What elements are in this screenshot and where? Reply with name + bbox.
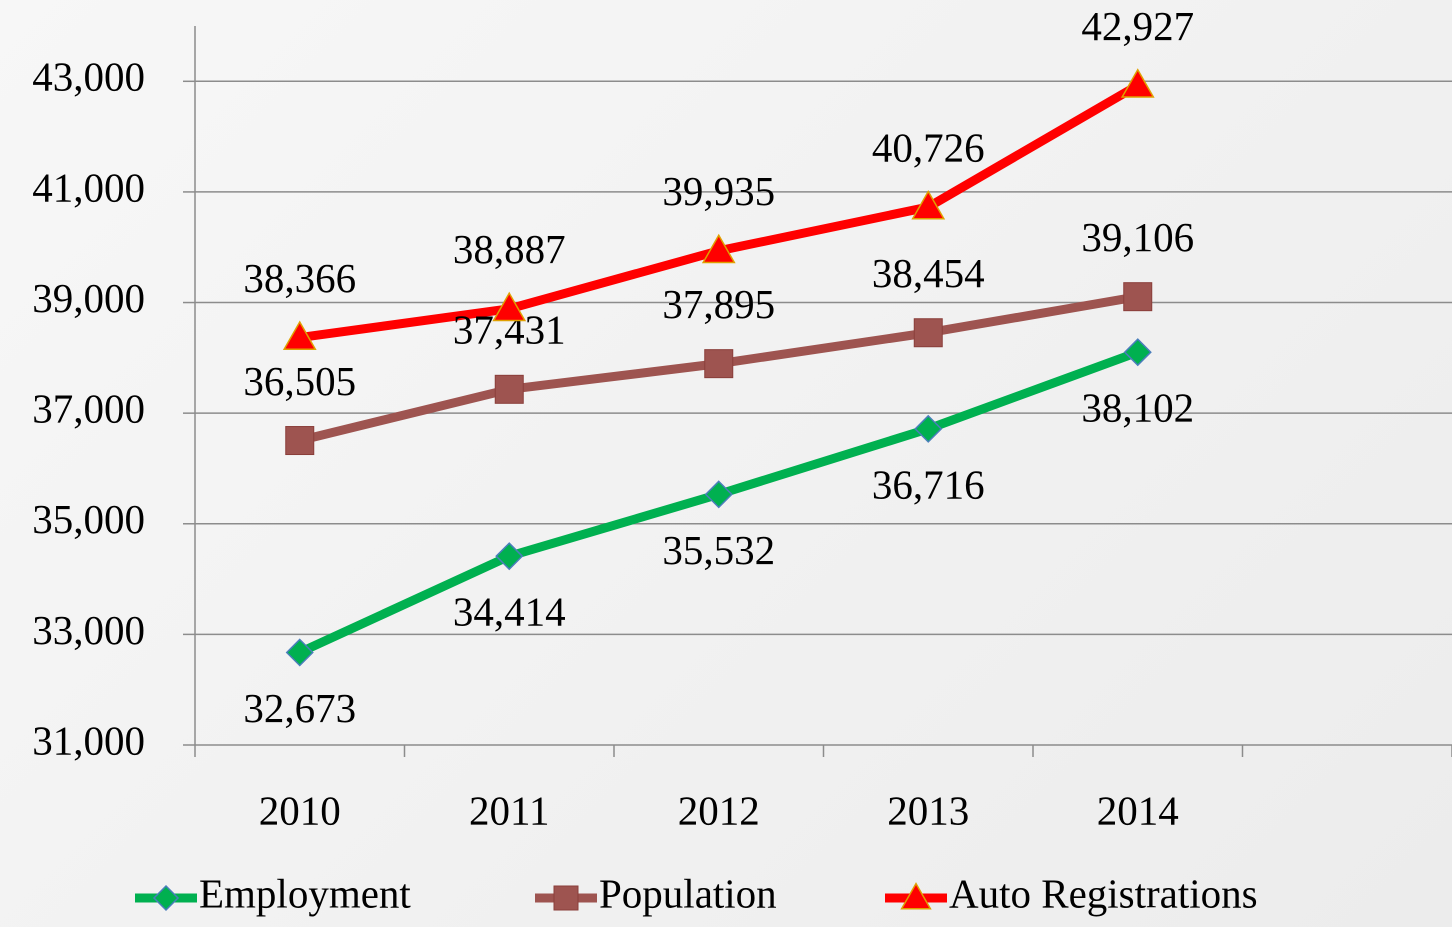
- data-label: 35,532: [662, 527, 775, 573]
- y-tick-label: 41,000: [32, 164, 145, 210]
- data-label: 36,716: [872, 461, 985, 507]
- marker: [1120, 68, 1155, 98]
- marker: [282, 320, 317, 351]
- x-tick-label: 2011: [469, 787, 549, 833]
- y-tick-label: 35,000: [32, 496, 145, 542]
- data-label: 37,895: [662, 281, 775, 327]
- data-label: 38,887: [453, 226, 566, 272]
- marker: [704, 349, 734, 379]
- marker: [492, 291, 527, 322]
- data-label: 38,366: [243, 255, 356, 301]
- data-label: 39,106: [1081, 214, 1194, 260]
- data-label: 42,927: [1081, 3, 1194, 49]
- x-tick-label: 2012: [678, 787, 760, 833]
- y-tick-label: 43,000: [32, 54, 145, 100]
- marker: [704, 480, 733, 509]
- y-tick-label: 39,000: [32, 275, 145, 321]
- marker: [285, 638, 314, 667]
- marker: [553, 885, 579, 911]
- data-label: 32,673: [243, 685, 356, 731]
- y-tick-label: 33,000: [32, 607, 145, 653]
- marker: [900, 882, 932, 910]
- marker: [1123, 282, 1153, 312]
- x-tick-label: 2014: [1097, 787, 1179, 833]
- y-tick-label: 37,000: [32, 386, 145, 432]
- legend-item: [535, 885, 597, 911]
- x-tick-label: 2013: [887, 787, 969, 833]
- legend-item: [885, 882, 947, 910]
- x-tick-label: 2010: [259, 787, 341, 833]
- data-label: 36,505: [243, 358, 356, 404]
- data-label: 38,454: [872, 250, 985, 296]
- legend-label: Auto Registrations: [949, 870, 1258, 916]
- marker: [913, 318, 943, 348]
- marker: [285, 426, 315, 456]
- data-label: 34,414: [453, 589, 566, 635]
- marker: [701, 233, 736, 264]
- marker: [152, 884, 180, 912]
- legend-label: Population: [599, 870, 777, 916]
- legend-item: [135, 884, 197, 912]
- marker: [914, 414, 943, 443]
- data-label: 39,935: [662, 168, 775, 214]
- legend-label: Employment: [199, 870, 411, 916]
- data-label: 40,726: [872, 124, 985, 170]
- data-label: 38,102: [1081, 385, 1194, 431]
- marker: [1123, 338, 1152, 367]
- y-tick-label: 31,000: [32, 717, 145, 763]
- marker: [911, 189, 946, 220]
- marker: [495, 542, 524, 571]
- marker: [494, 374, 524, 404]
